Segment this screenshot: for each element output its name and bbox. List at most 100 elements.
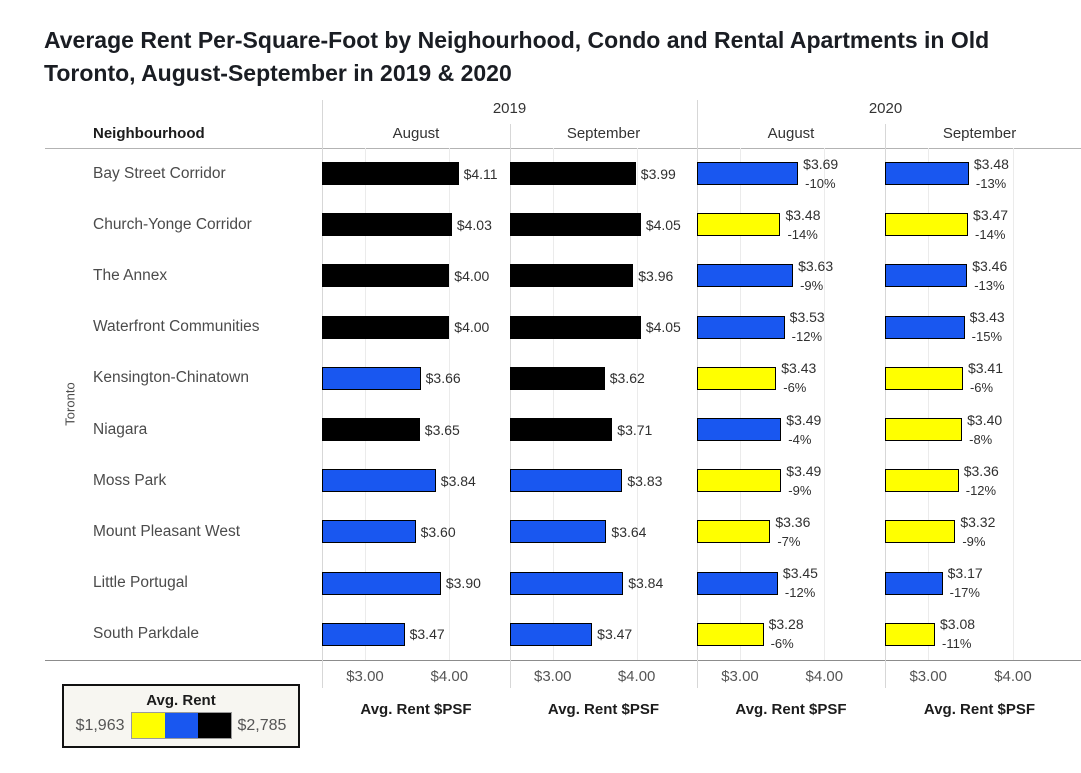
axis-title: Avg. Rent $PSF: [360, 701, 472, 718]
header-separator: [322, 100, 323, 148]
bar-value-label: $4.00: [454, 319, 490, 336]
gridline: [739, 148, 741, 660]
chart-title: Average Rent Per-Square-Foot by Neighour…: [44, 27, 990, 86]
value-text: $3.49: [786, 411, 822, 428]
legend-swatch-black[interactable]: [197, 713, 231, 738]
bar-cell: $3.63 -9%: [697, 250, 885, 301]
axis-title: Avg. Rent $PSF: [923, 701, 1036, 718]
bar-2019-august[interactable]: [322, 366, 421, 390]
pct-change-text: -12%: [965, 482, 997, 498]
bar-2020-september[interactable]: [885, 366, 963, 390]
bar-2020-september[interactable]: [885, 162, 969, 186]
bar-2020-september[interactable]: [885, 469, 959, 493]
year-header-2019: 2019: [492, 100, 527, 117]
axis-tick-label: $3.00: [909, 668, 947, 685]
panel-separator: [885, 148, 886, 688]
bar-2019-august[interactable]: [322, 571, 441, 595]
bar-2020-august[interactable]: [697, 520, 771, 544]
bar-2019-september[interactable]: [510, 469, 623, 493]
axis-tick-label: $4.00: [805, 668, 844, 685]
pct-change-text: -6%: [969, 380, 994, 396]
bar-2020-august[interactable]: [697, 264, 794, 288]
axis-tick-label: $4.00: [617, 668, 656, 685]
value-text: $3.45: [782, 565, 818, 582]
bar-cell: $4.05: [510, 199, 697, 250]
bar-value-label: $4.11: [463, 165, 498, 182]
bar-value-label: $3.45 -12%: [783, 563, 818, 603]
bar-value-label: $3.66: [425, 370, 461, 387]
bar-2020-september[interactable]: [885, 315, 965, 339]
value-text: $3.36: [963, 462, 999, 479]
bar-2020-september[interactable]: [885, 418, 963, 442]
bar-cell: $3.83: [510, 455, 697, 506]
bar-value-label: $3.90: [445, 575, 481, 592]
bar-2020-september[interactable]: [885, 622, 935, 646]
bar-2020-august[interactable]: [697, 213, 781, 237]
bar-value-label: $3.47: [409, 626, 445, 643]
legend-swatches: [130, 712, 232, 739]
bar-2020-august[interactable]: [697, 418, 782, 442]
axis-tick-label: $3.00: [346, 668, 384, 685]
bar-cell: $3.43 -6%: [697, 353, 885, 404]
pct-change-text: -9%: [788, 482, 812, 498]
bar-2019-september[interactable]: [510, 622, 593, 646]
bar-2020-august[interactable]: [697, 469, 782, 493]
table-row: South Parkdale $3.47 $3.47 $3.28 -6% $3.08 -11…: [0, 609, 1074, 660]
bar-2019-august[interactable]: [322, 264, 450, 288]
bar-2019-august[interactable]: [322, 520, 416, 544]
bar-2019-september[interactable]: [510, 213, 641, 237]
bar-2019-september[interactable]: [510, 366, 605, 390]
bar-2020-september[interactable]: [885, 571, 943, 595]
month-header-sep-2020: September: [942, 125, 1017, 142]
legend-swatch-blue[interactable]: [164, 713, 198, 738]
gridline: [928, 148, 930, 660]
bar-2020-august[interactable]: [697, 622, 764, 646]
bar-value-label: $3.49 -4%: [786, 410, 821, 450]
bar-2019-august[interactable]: [322, 315, 450, 339]
bar-cell: $3.47: [510, 609, 697, 660]
bar-cell: $4.00: [322, 302, 510, 353]
bar-2020-september[interactable]: [885, 264, 968, 288]
axis-tick-label: $3.00: [533, 668, 572, 685]
bar-2019-august[interactable]: [322, 469, 436, 493]
legend-swatch-yellow[interactable]: [131, 713, 165, 738]
bar-2020-august[interactable]: [697, 366, 777, 390]
bar-2019-september[interactable]: [510, 315, 641, 339]
bar-2019-august[interactable]: [322, 622, 405, 646]
bar-2019-august[interactable]: [322, 162, 459, 186]
legend-title: Avg. Rent: [146, 692, 216, 709]
bar-2019-september[interactable]: [510, 571, 624, 595]
bar-2019-september[interactable]: [510, 520, 607, 544]
value-text: $3.43: [969, 309, 1005, 326]
bar-cell: $3.47 -14%: [885, 199, 1074, 250]
table-row: Niagara $3.65 $3.71 $3.49 -4% $3.40 -8%: [0, 404, 1074, 455]
row-group-label: Toronto: [62, 382, 78, 426]
table-row: Bay Street Corridor $4.11 $3.99 $3.69 -10% $3…: [0, 148, 1074, 199]
bar-value-label: $3.36 -7%: [775, 512, 810, 552]
bar-2019-september[interactable]: [510, 162, 636, 186]
bar-2020-august[interactable]: [697, 162, 799, 186]
pct-change-text: -11%: [942, 636, 972, 652]
table-row: Church-Yonge Corridor $4.03 $4.05 $3.48 -14%…: [0, 199, 1074, 250]
year-header-row: 2019 2020: [0, 100, 1074, 125]
bar-cell: $3.62: [510, 353, 697, 404]
bar-cell: $3.48 -14%: [697, 199, 885, 250]
bar-2020-august[interactable]: [697, 315, 785, 339]
bar-2020-september[interactable]: [885, 520, 956, 544]
table-row: The Annex $4.00 $3.96 $3.63 -9% $3.46 -13%: [0, 250, 1074, 301]
bar-value-label: $4.03: [456, 216, 492, 233]
bar-2019-september[interactable]: [510, 418, 613, 442]
bar-2020-september[interactable]: [885, 213, 969, 237]
bar-2020-august[interactable]: [697, 571, 778, 595]
header-rule: [45, 148, 1081, 149]
bar-2019-august[interactable]: [322, 213, 452, 237]
bar-value-label: $3.41 -6%: [968, 358, 1003, 398]
month-header-aug-2019: August: [392, 125, 440, 142]
table-row: Little Portugal $3.90 $3.84 $3.45 -12% $3.17 -…: [0, 558, 1074, 609]
bar-2019-september[interactable]: [510, 264, 634, 288]
bar-cell: $3.66: [322, 353, 510, 404]
pct-change-text: -13%: [974, 277, 1005, 293]
bar-value-label: $4.05: [645, 319, 681, 336]
bar-2019-august[interactable]: [322, 418, 420, 442]
bar-cell: $3.36 -7%: [697, 506, 885, 557]
